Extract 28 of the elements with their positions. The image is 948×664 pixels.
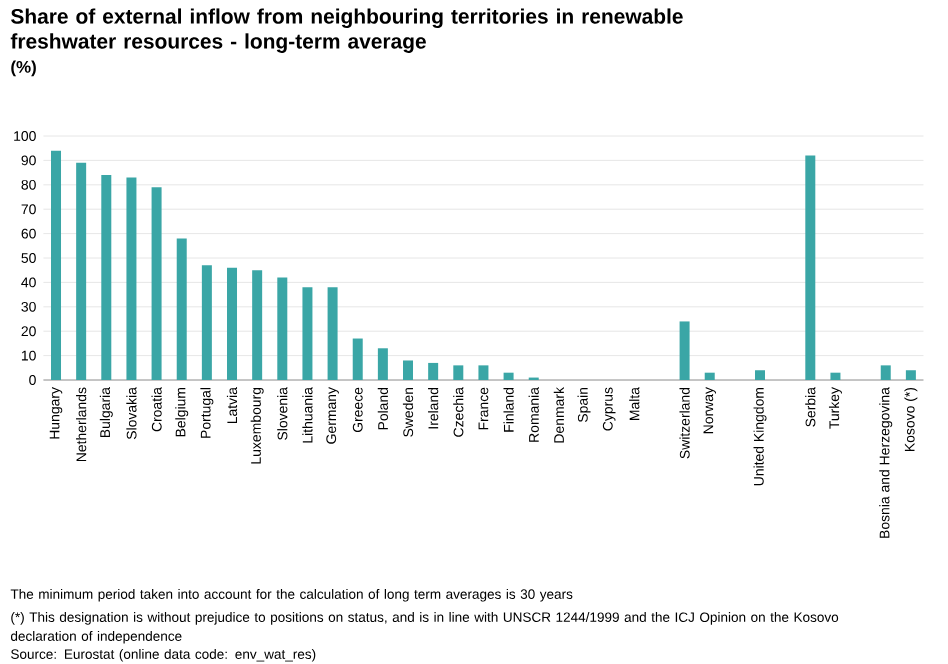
chart-title: Share of external inflow from neighbouring territories in renewable freshwater resources - long-term average	[10, 8, 683, 53]
bar	[227, 267, 238, 380]
bar	[428, 362, 439, 380]
bar	[704, 372, 715, 380]
y-axis-title: (%)	[11, 60, 36, 77]
bar	[302, 287, 313, 380]
bar	[679, 321, 690, 380]
bar	[377, 348, 388, 380]
bar	[327, 287, 338, 380]
bar	[805, 155, 816, 380]
bar	[126, 177, 137, 380]
bar	[76, 162, 87, 380]
bar	[101, 175, 112, 380]
bar	[830, 372, 841, 380]
bar	[403, 360, 414, 380]
bar	[478, 365, 489, 380]
bar	[880, 365, 891, 380]
bar	[151, 187, 162, 380]
bar	[176, 238, 187, 380]
bar	[277, 277, 288, 380]
bar	[352, 338, 363, 380]
bar	[201, 265, 212, 380]
bar	[503, 372, 514, 380]
bar	[453, 365, 464, 380]
bar	[905, 370, 916, 380]
bar	[51, 150, 62, 380]
bar	[755, 370, 766, 380]
bar	[252, 270, 263, 380]
